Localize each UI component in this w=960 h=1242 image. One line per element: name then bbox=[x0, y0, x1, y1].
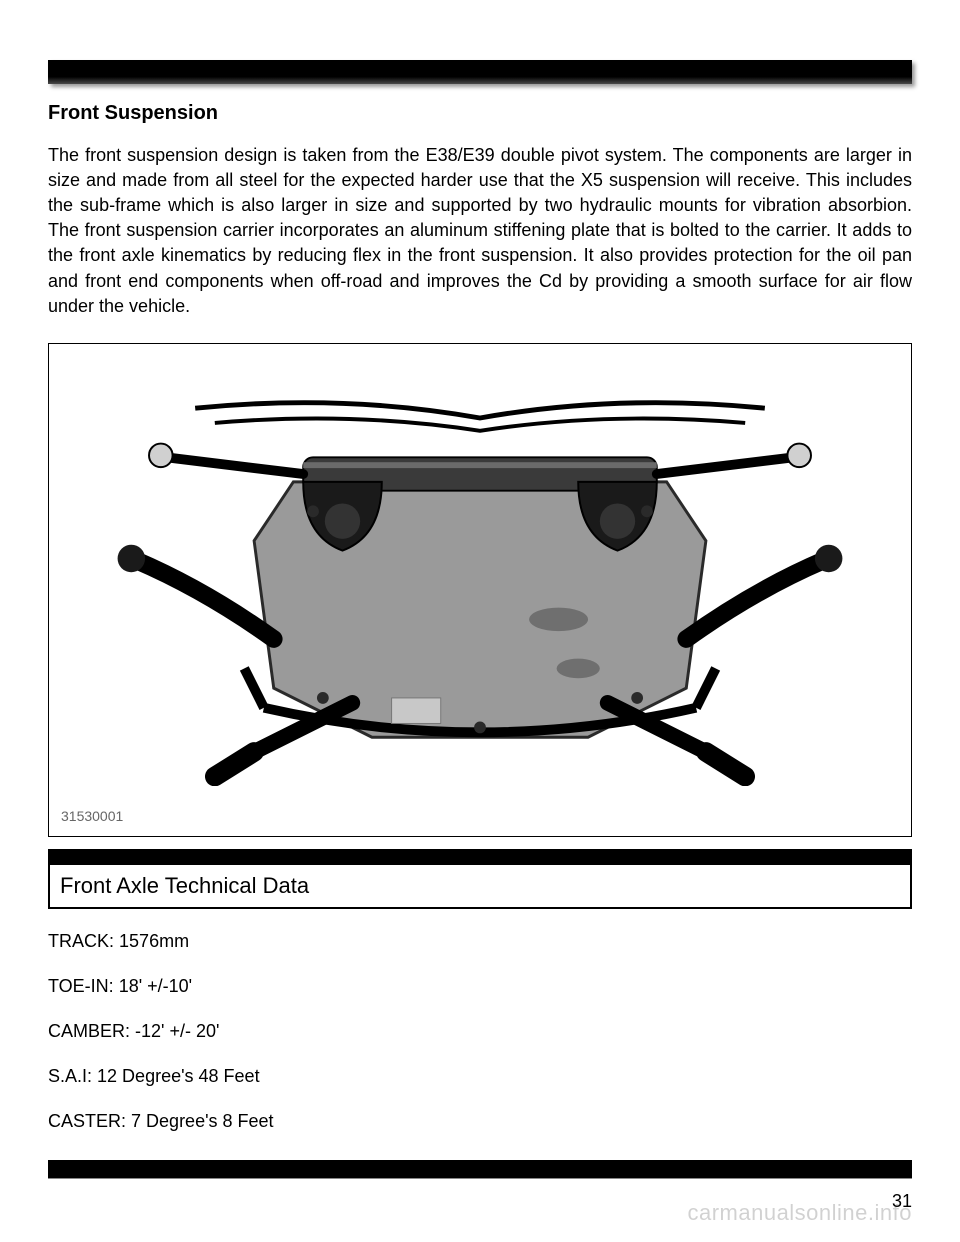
page-container: Front Suspension The front suspension de… bbox=[0, 0, 960, 1242]
section-title: Front Suspension bbox=[48, 102, 912, 125]
data-row-toein: TOE-IN: 18' +/-10' bbox=[48, 976, 912, 997]
data-value: 1576mm bbox=[119, 931, 189, 951]
data-label: TRACK: bbox=[48, 931, 114, 951]
data-label: CAMBER: bbox=[48, 1021, 130, 1041]
data-value: -12' +/- 20' bbox=[135, 1021, 219, 1041]
divider-bar-2 bbox=[48, 1160, 912, 1178]
divider-bar-1 bbox=[48, 849, 912, 863]
data-row-track: TRACK: 1576mm bbox=[48, 931, 912, 952]
data-label: TOE-IN: bbox=[48, 976, 114, 996]
data-label: CASTER: bbox=[48, 1111, 126, 1131]
data-value: 18' +/-10' bbox=[119, 976, 192, 996]
watermark-text: carmanualsonline.info bbox=[687, 1200, 912, 1226]
data-value: 12 Degree's 48 Feet bbox=[97, 1066, 260, 1086]
body-paragraph: The front suspension design is taken fro… bbox=[48, 143, 912, 319]
suspension-illustration bbox=[89, 364, 871, 786]
technical-data-section: TRACK: 1576mm TOE-IN: 18' +/-10' CAMBER:… bbox=[48, 909, 912, 1156]
technical-data-title: Front Axle Technical Data bbox=[48, 863, 912, 909]
data-row-caster: CASTER: 7 Degree's 8 Feet bbox=[48, 1111, 912, 1132]
figure-caption: 31530001 bbox=[61, 808, 123, 824]
data-row-sai: S.A.I: 12 Degree's 48 Feet bbox=[48, 1066, 912, 1087]
top-header-bar bbox=[48, 60, 912, 84]
data-value: 7 Degree's 8 Feet bbox=[131, 1111, 274, 1131]
data-label: S.A.I: bbox=[48, 1066, 92, 1086]
figure-image bbox=[89, 364, 871, 786]
figure-container: 31530001 bbox=[48, 343, 912, 837]
data-row-camber: CAMBER: -12' +/- 20' bbox=[48, 1021, 912, 1042]
